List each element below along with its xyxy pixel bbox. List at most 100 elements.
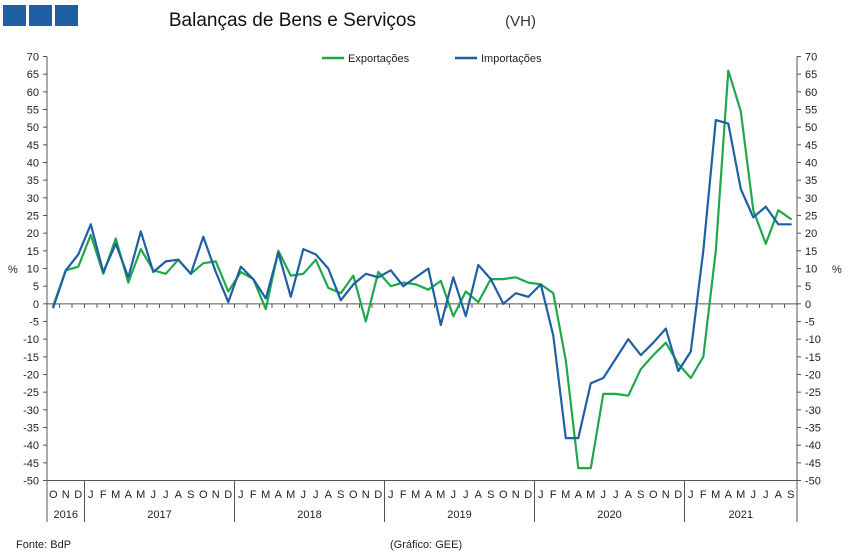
y-tick-label-right: 65: [805, 69, 817, 81]
month-label: S: [187, 489, 194, 501]
month-label: A: [575, 489, 583, 501]
month-label: O: [49, 489, 58, 501]
y-tick-label-right: 60: [805, 87, 817, 99]
y-tick-label-right: 40: [805, 158, 817, 170]
month-label: J: [751, 489, 757, 501]
series-layer: [52, 69, 792, 470]
y-tick-label-right: -45: [805, 458, 821, 470]
logo-block-3: [55, 5, 78, 26]
y-tick-label-right: 55: [805, 105, 817, 117]
month-label: N: [212, 489, 220, 501]
month-label: F: [550, 489, 557, 501]
month-label: F: [250, 489, 257, 501]
month-label: D: [674, 489, 682, 501]
month-label: A: [275, 489, 283, 501]
month-label: M: [561, 489, 570, 501]
month-label: J: [763, 489, 769, 501]
y-tick-label-left: -45: [23, 458, 39, 470]
y-tick-label-left: 45: [27, 140, 39, 152]
month-label: F: [100, 489, 107, 501]
y-tick-label-right: 20: [805, 228, 817, 240]
month-label: N: [362, 489, 370, 501]
y-tick-label-left: 35: [27, 175, 39, 187]
month-label: S: [787, 489, 794, 501]
y-tick-label-left: -30: [23, 405, 39, 417]
month-label: S: [487, 489, 494, 501]
y-tick-label-left: 25: [27, 211, 39, 223]
y-tick-label-left: 60: [27, 87, 39, 99]
chart-title: Balanças de Bens e Serviços: [169, 10, 416, 31]
y-tick-label-right: 5: [805, 281, 811, 293]
month-label: A: [725, 489, 733, 501]
y-tick-label-left: 70: [27, 52, 39, 64]
legend: Exportações Importações: [322, 53, 542, 65]
month-label: M: [586, 489, 595, 501]
month-label: D: [524, 489, 532, 501]
y-tick-label-left: 10: [27, 264, 39, 276]
y-tick-label-right: 70: [805, 52, 817, 64]
y-tick-label-right: -20: [805, 370, 821, 382]
series-line-importacoes: [52, 118, 792, 440]
series-line-exportacoes: [52, 69, 792, 470]
month-label: J: [238, 489, 244, 501]
month-label: J: [388, 489, 394, 501]
y-tick-label-right: -25: [805, 387, 821, 399]
y-tick-label-left: 15: [27, 246, 39, 258]
month-label: J: [601, 489, 607, 501]
chart-credit: (Gráfico: GEE): [390, 539, 462, 551]
month-label: J: [313, 489, 319, 501]
month-label: J: [463, 489, 469, 501]
month-label: A: [625, 489, 633, 501]
month-label: M: [436, 489, 445, 501]
month-label: S: [337, 489, 344, 501]
y-tick-label-right: -10: [805, 334, 821, 346]
month-label: O: [349, 489, 358, 501]
y-tick-label-left: 5: [33, 281, 39, 293]
month-label: J: [613, 489, 619, 501]
month-label: A: [425, 489, 433, 501]
month-label: D: [374, 489, 382, 501]
y-tick-label-left: 55: [27, 105, 39, 117]
month-label: M: [136, 489, 145, 501]
y-tick-label-right: 0: [805, 299, 811, 311]
y-tick-label-left: -25: [23, 387, 39, 399]
month-label: S: [637, 489, 644, 501]
month-label: A: [125, 489, 133, 501]
month-label: N: [62, 489, 70, 501]
month-label: J: [538, 489, 544, 501]
y-tick-label-right: 30: [805, 193, 817, 205]
month-label: O: [499, 489, 508, 501]
month-label: O: [199, 489, 208, 501]
y-tick-label-left: -15: [23, 352, 39, 364]
logo-block-2: [29, 5, 52, 26]
month-label: J: [688, 489, 694, 501]
logo-block-1: [3, 5, 26, 26]
y-tick-label-left: -5: [29, 317, 39, 329]
y-tick-label-right: -30: [805, 405, 821, 417]
y-tick-label-left: 20: [27, 228, 39, 240]
year-label: 2016: [54, 509, 78, 521]
month-label: D: [74, 489, 82, 501]
month-label: M: [261, 489, 270, 501]
month-label: N: [512, 489, 520, 501]
y-tick-label-right: 15: [805, 246, 817, 258]
year-label: 2021: [729, 509, 753, 521]
y-tick-label-right: 10: [805, 264, 817, 276]
source-note: Fonte: BdP: [16, 539, 71, 551]
month-label: F: [700, 489, 707, 501]
month-label: N: [662, 489, 670, 501]
month-label: J: [151, 489, 157, 501]
y-tick-label-right: -5: [805, 317, 815, 329]
legend-label-exportacoes: Exportações: [348, 53, 410, 65]
month-label: A: [775, 489, 783, 501]
y-tick-label-left: -35: [23, 423, 39, 435]
year-label: 2017: [147, 509, 171, 521]
y-tick-label-right: -15: [805, 352, 821, 364]
y-tick-label-right: 35: [805, 175, 817, 187]
month-label: M: [711, 489, 720, 501]
y-tick-label-right: 50: [805, 122, 817, 134]
month-label: M: [411, 489, 420, 501]
month-label: J: [451, 489, 457, 501]
